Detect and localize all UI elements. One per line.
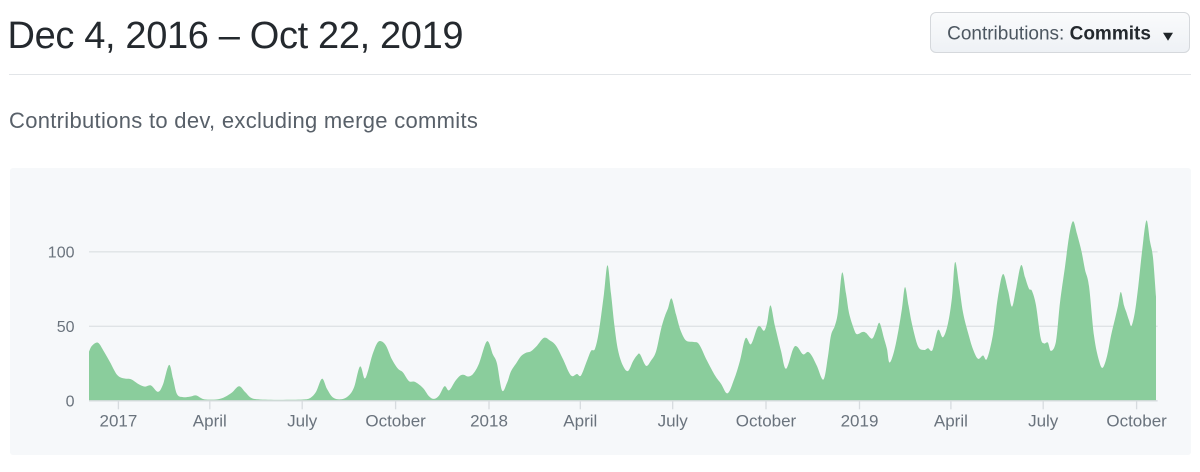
svg-text:April: April xyxy=(934,411,968,430)
svg-text:2018: 2018 xyxy=(470,411,508,430)
svg-text:100: 100 xyxy=(48,244,75,261)
svg-text:October: October xyxy=(365,411,426,430)
svg-text:July: July xyxy=(658,411,689,430)
svg-text:April: April xyxy=(193,411,227,430)
svg-text:50: 50 xyxy=(57,319,75,336)
svg-text:2019: 2019 xyxy=(841,411,879,430)
svg-text:April: April xyxy=(563,411,597,430)
svg-text:July: July xyxy=(1028,411,1059,430)
svg-text:0: 0 xyxy=(66,393,75,410)
svg-text:October: October xyxy=(1106,411,1167,430)
svg-text:July: July xyxy=(287,411,318,430)
svg-text:October: October xyxy=(736,411,797,430)
svg-text:2017: 2017 xyxy=(99,411,137,430)
